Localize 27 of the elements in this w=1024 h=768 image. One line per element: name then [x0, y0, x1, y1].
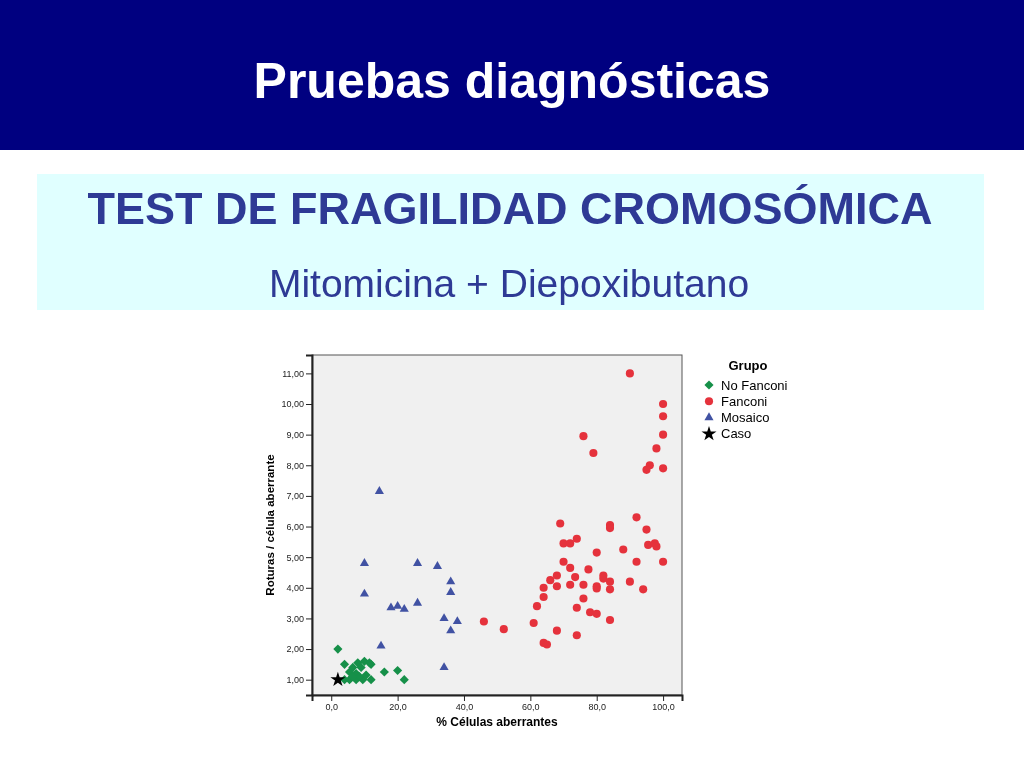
y-tick-label: 2,00 [286, 644, 304, 655]
y-tick-label: 11,00 [282, 368, 304, 379]
y-tick-label: 8,00 [286, 460, 304, 471]
x-axis-title: % Células aberrantes [436, 715, 559, 729]
y-axis-title: Roturas / célula aberrante [264, 454, 276, 596]
x-tick-label: 0,0 [325, 702, 338, 713]
x-tick-label: 100,0 [652, 702, 675, 713]
legend-label: Fanconi [721, 393, 768, 409]
text: Mitomicina + Diepoxibutano [268, 262, 750, 305]
y-tick-label: 10,00 [281, 399, 304, 410]
y-tick-label: 1,00 [286, 675, 304, 686]
legend-title: Grupo [728, 358, 768, 373]
legend-label: Caso [721, 426, 752, 442]
x-tick-label: 40,0 [455, 702, 474, 713]
y-tick-label: 5,00 [286, 552, 304, 563]
x-tick-label: 80,0 [588, 702, 606, 713]
chart-title: Pruebas diagnósticas [253, 53, 771, 109]
legend-label: Mosaico [721, 410, 770, 426]
legend-label: No Fanconi [721, 377, 788, 393]
y-tick-label: 4,00 [286, 583, 304, 594]
x-tick-label: 20,0 [389, 702, 407, 713]
x-tick-label: 60,0 [522, 702, 540, 713]
y-tick-label: 9,00 [286, 430, 304, 441]
chart-subtitle: TEST DE FRAGILIDAD CROMOSÓMICA [87, 183, 933, 234]
y-tick-label: 6,00 [286, 521, 304, 532]
y-tick-label: 7,00 [286, 491, 304, 502]
y-tick-label: 3,00 [286, 613, 304, 624]
